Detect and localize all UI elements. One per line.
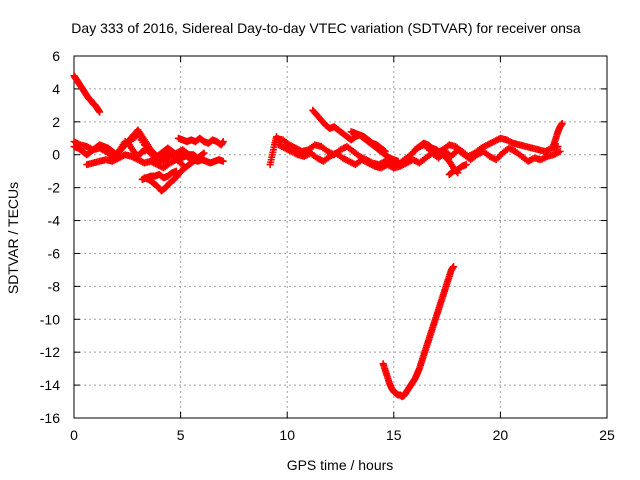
y-tick-label: -16 (40, 410, 60, 426)
series-tail-23h (550, 119, 566, 149)
data-point (380, 147, 388, 155)
series-drop-near-18h (445, 161, 470, 178)
y-tick-label: -6 (48, 245, 61, 261)
y-tick-label: 2 (52, 114, 60, 130)
series-early-decay (70, 72, 104, 116)
x-axis-label: GPS time / hours (287, 457, 394, 473)
data-point (219, 138, 227, 146)
x-tick-label: 10 (279, 427, 295, 443)
y-axis: -16 -14 -12 -10 -8 -6 -4 -2 0 2 4 6 (40, 48, 607, 426)
y-tick-label: -14 (40, 377, 60, 393)
y-tick-label: -2 (48, 180, 61, 196)
series-cluster-1c (83, 151, 187, 172)
series-ridge-13h (347, 128, 389, 155)
series-dip-low-band (138, 167, 180, 183)
series-deep-dip (379, 263, 457, 401)
y-tick-label: -12 (40, 344, 60, 360)
chart-title: Day 333 of 2016, Sidereal Day-to-day VTE… (71, 20, 581, 36)
y-tick-label: 6 (52, 48, 60, 64)
x-axis: 0 5 10 15 20 25 (70, 56, 615, 443)
y-tick-label: -4 (48, 213, 61, 229)
data-point (462, 161, 470, 169)
y-tick-label: -8 (48, 278, 61, 294)
y-tick-label: 0 (52, 147, 60, 163)
x-tick-label: 15 (386, 427, 402, 443)
series-dip-near-4h (140, 149, 208, 195)
plot-border (73, 55, 608, 419)
y-axis-label: SDTVAR / TECUs (5, 182, 21, 294)
x-tick-label: 5 (177, 427, 185, 443)
data-point (172, 167, 180, 175)
data-points (70, 72, 566, 401)
data-point (449, 263, 457, 271)
data-point (199, 150, 207, 158)
x-tick-label: 25 (599, 427, 615, 443)
data-point (556, 147, 564, 155)
data-point (96, 108, 104, 116)
x-tick-label: 20 (493, 427, 509, 443)
data-point (394, 157, 402, 165)
y-tick-label: 4 (52, 81, 60, 97)
data-point (219, 157, 227, 165)
data-point (381, 147, 389, 155)
data-point (200, 149, 208, 157)
data-point (558, 119, 566, 127)
y-tick-label: -10 (40, 311, 60, 327)
series-upper-band-5-7h (174, 134, 227, 149)
x-tick-label: 0 (70, 427, 78, 443)
